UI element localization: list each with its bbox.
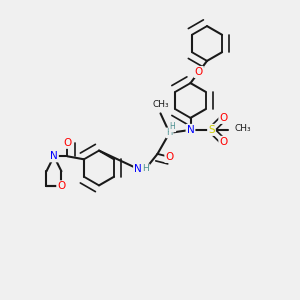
Text: CH₃: CH₃ — [152, 100, 169, 109]
Text: O: O — [219, 113, 228, 123]
Text: CH₃: CH₃ — [234, 124, 250, 133]
Text: H: H — [142, 164, 149, 173]
Text: H: H — [166, 128, 173, 137]
Text: O: O — [219, 137, 228, 147]
Text: N: N — [50, 151, 58, 161]
Text: O: O — [63, 138, 72, 148]
Text: N: N — [187, 125, 194, 135]
Text: O: O — [165, 152, 174, 162]
Text: O: O — [57, 181, 66, 191]
Text: H: H — [169, 122, 175, 131]
Text: N: N — [134, 164, 142, 174]
Text: S: S — [208, 125, 215, 135]
Text: O: O — [195, 67, 203, 77]
